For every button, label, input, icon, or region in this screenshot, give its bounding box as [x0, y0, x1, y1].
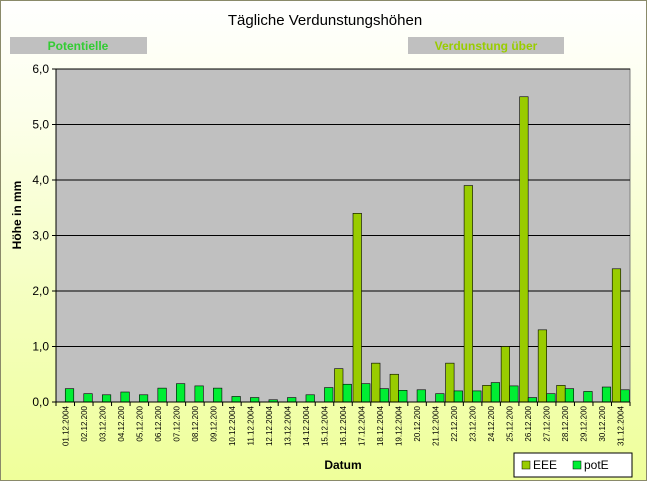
- banner-right: [408, 37, 564, 54]
- y-tick-label: 6,0: [32, 62, 49, 76]
- bar-pote: [527, 397, 537, 403]
- bar-pote: [620, 389, 630, 403]
- x-tick-label: 02.12.200: [80, 405, 89, 441]
- x-tick-label: 28.12.200: [561, 405, 570, 441]
- bar-pote: [435, 393, 445, 403]
- bar-eee: [389, 373, 399, 403]
- legend-swatch-eee: [521, 460, 531, 470]
- bar-eee: [556, 385, 566, 403]
- x-tick-label: 26.12.200: [524, 405, 533, 441]
- legend-swatch-pote: [572, 460, 582, 470]
- x-tick-label: 25.12.200: [506, 405, 515, 441]
- bar-pote: [379, 388, 389, 403]
- x-tick-label: 09.12.200: [209, 405, 218, 441]
- x-tick-label: 21.12.2004: [432, 405, 441, 446]
- x-tick-label: 31.12.2004: [617, 405, 626, 446]
- gridlines: [56, 68, 630, 347]
- legend-label-pote: potE: [584, 458, 609, 472]
- bar-pote: [564, 388, 575, 403]
- bar-pote: [64, 388, 75, 403]
- bar-pote: [342, 383, 352, 403]
- bar-pote: [324, 387, 334, 403]
- y-tick-label: 0,0: [32, 395, 49, 409]
- chart-title: Tägliche Verdunstungshöhen: [228, 12, 422, 29]
- bar-pote: [139, 394, 149, 403]
- x-tick-label: 23.12.200: [469, 405, 478, 441]
- bar-pote: [546, 393, 556, 403]
- bar-pote: [213, 387, 223, 403]
- y-axis-ticks: 0,0 1,0 2,0 3,0 4,0 5,0 6,0: [32, 62, 56, 409]
- bar-pote: [287, 397, 297, 403]
- x-tick-label: 24.12.200: [487, 405, 496, 441]
- bar-eee: [500, 346, 510, 403]
- bar-eee: [445, 362, 455, 403]
- x-tick-label: 14.12.2004: [302, 405, 311, 446]
- bar-pote: [176, 383, 186, 403]
- y-tick-label: 1,0: [32, 340, 49, 354]
- x-tick-label: 17.12.2004: [358, 405, 367, 446]
- x-tick-label: 05.12.200: [135, 405, 144, 441]
- x-tick-label: 01.12.2004: [61, 405, 70, 446]
- x-tick-label: 22.12.200: [450, 405, 459, 441]
- x-tick-label: 06.12.200: [154, 405, 163, 441]
- bar-eee: [537, 329, 547, 403]
- bar-pote: [101, 394, 112, 403]
- legend: EEE potE: [513, 452, 633, 478]
- x-tick-label: 10.12.2004: [228, 405, 237, 446]
- x-tick-label: 30.12.200: [598, 405, 607, 441]
- x-tick-label: 20.12.200: [413, 405, 422, 441]
- bar-pote: [83, 393, 93, 403]
- bar-eee: [611, 268, 622, 403]
- bar-pote: [231, 396, 241, 403]
- y-tick-label: 2,0: [32, 284, 49, 298]
- bar-eee: [352, 213, 362, 403]
- x-axis-label: Datum: [324, 458, 361, 472]
- x-tick-label: 16.12.2004: [339, 405, 348, 446]
- bar-pote: [472, 390, 482, 403]
- x-axis-ticks: 01.12.2004 02.12.200 03.12.200 04.12.200 05.…: [55, 402, 631, 446]
- bar-eee: [371, 362, 381, 403]
- banner-left-text: Potentielle: [48, 39, 109, 53]
- x-tick-label: 13.12.2004: [283, 405, 292, 446]
- y-tick-label: 4,0: [32, 173, 49, 187]
- x-tick-label: 18.12.2004: [376, 405, 385, 446]
- bar-pote: [490, 382, 500, 403]
- bar-pote: [250, 397, 260, 403]
- y-tick-label: 3,0: [32, 229, 49, 243]
- x-tick-label: 12.12.2004: [265, 405, 274, 446]
- y-tick-label: 5,0: [32, 118, 49, 132]
- bar-pote: [157, 387, 167, 403]
- x-tick-label: 04.12.200: [117, 405, 126, 441]
- bar-pote: [601, 386, 612, 403]
- bar-pote: [509, 385, 519, 403]
- banner-right-text: Verdunstung über: [435, 39, 538, 53]
- x-tick-label: 07.12.200: [172, 405, 181, 441]
- x-tick-label: 27.12.200: [543, 405, 552, 441]
- x-tick-label: 11.12.2004: [246, 405, 255, 445]
- banner-left: [10, 37, 147, 54]
- bar-eee: [482, 385, 492, 403]
- bar-pote: [194, 385, 204, 403]
- bar-eee: [519, 96, 529, 403]
- bar-pote: [398, 390, 408, 403]
- legend-label-eee: EEE: [533, 458, 557, 472]
- bar-pote: [453, 390, 463, 403]
- bar-pote: [416, 389, 426, 403]
- bar-pote: [361, 383, 371, 403]
- bar-eee: [463, 185, 473, 403]
- bar-pote: [305, 394, 315, 403]
- y-axis-label: Höhe in mm: [10, 181, 24, 250]
- x-tick-label: 08.12.200: [191, 405, 200, 441]
- x-tick-label: 15.12.2004: [320, 405, 329, 446]
- x-tick-label: 03.12.200: [98, 405, 107, 441]
- bar-eee: [334, 368, 344, 403]
- x-tick-label: 19.12.2004: [395, 405, 404, 446]
- x-tick-label: 29.12.200: [580, 405, 589, 441]
- bar-pote: [583, 391, 593, 403]
- bar-pote: [120, 391, 130, 403]
